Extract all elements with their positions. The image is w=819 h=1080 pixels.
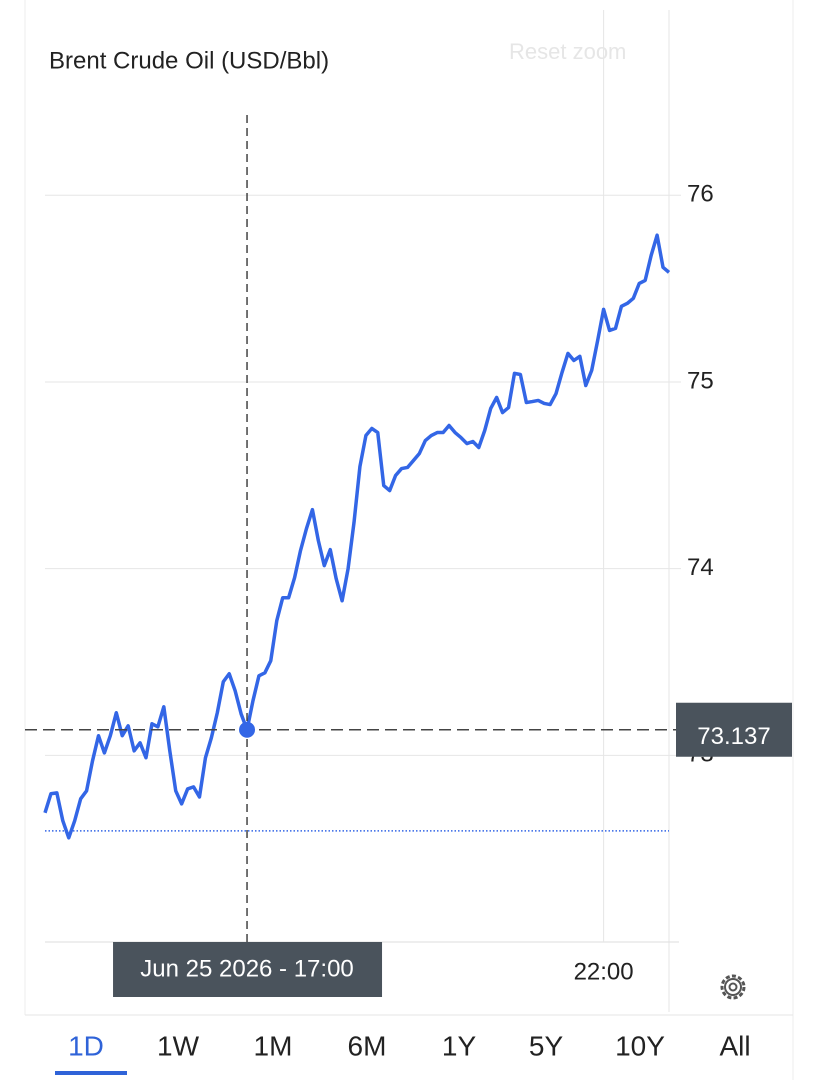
y-tick-label: 76 [687, 181, 714, 208]
y-tick-label: 75 [687, 367, 714, 394]
settings-icon[interactable] [720, 974, 746, 1000]
range-button[interactable]: 1M [254, 1030, 293, 1061]
x-tick-label: 22:00 [574, 958, 634, 985]
chart-title: Brent Crude Oil (USD/Bbl) [49, 47, 329, 74]
range-button[interactable]: 5Y [529, 1030, 564, 1061]
crosshair-value-box [676, 702, 792, 757]
crosshair-point [239, 721, 256, 738]
crosshair-date-box [113, 942, 383, 997]
range-button[interactable]: All [719, 1030, 750, 1061]
range-button[interactable]: 1W [157, 1030, 200, 1061]
crosshair-date-label: Jun 25 2026 - 17:00 [140, 955, 354, 982]
range-button[interactable]: 10Y [615, 1030, 665, 1061]
price-line [43, 233, 671, 840]
range-button[interactable]: 6M [348, 1030, 387, 1061]
range-selected-underline [55, 1071, 127, 1075]
y-tick-label: 74 [687, 554, 714, 581]
range-button[interactable]: 1Y [442, 1030, 477, 1061]
range-button[interactable]: 1D [68, 1030, 104, 1061]
reset-zoom[interactable]: Reset zoom [509, 39, 626, 64]
crosshair-value-label: 73.137 [697, 723, 770, 750]
